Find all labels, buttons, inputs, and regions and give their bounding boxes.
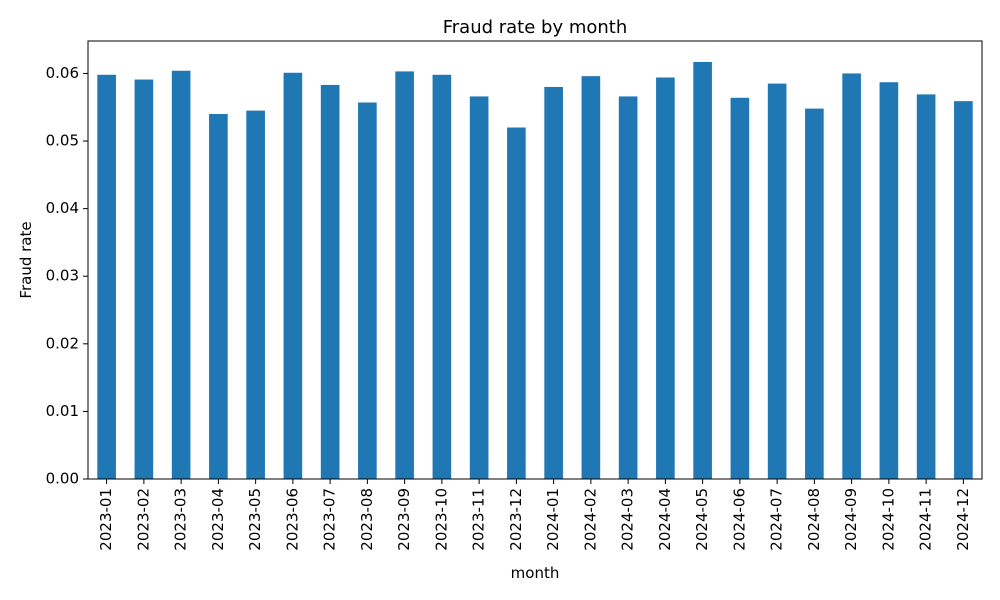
- bar-2024-04: [656, 77, 675, 479]
- x-tick-label: 2024-01: [544, 488, 562, 551]
- x-tick-label: 2024-08: [805, 488, 823, 551]
- bar-2023-11: [469, 96, 489, 479]
- x-tick-label: 2023-01: [97, 488, 115, 551]
- x-tick-label: 2024-11: [917, 488, 935, 551]
- bar-2023-04: [209, 114, 228, 479]
- y-tick-label: 0.04: [46, 199, 79, 217]
- bar-2023-03: [171, 70, 191, 480]
- x-tick-label: 2024-07: [768, 488, 786, 551]
- bar-2023-08: [358, 102, 377, 479]
- y-axis: 0.00 0.01 0.02 0.03 0.04 0.05 0.06: [46, 64, 88, 488]
- x-axis-title: month: [511, 564, 560, 582]
- bar-2023-01: [97, 74, 116, 479]
- x-tick-label: 2023-03: [172, 488, 190, 551]
- bar-2023-05: [246, 110, 265, 480]
- x-tick-label: 2024-02: [581, 488, 599, 551]
- x-tick-label: 2023-05: [246, 488, 264, 551]
- x-tick-label: 2023-02: [134, 488, 152, 551]
- y-tick-label: 0.06: [46, 64, 79, 82]
- bar-2023-10: [432, 74, 452, 479]
- bar-2023-06: [283, 72, 303, 479]
- bar-2023-09: [395, 71, 414, 480]
- bar-2024-05: [693, 61, 712, 479]
- bar-2023-07: [320, 84, 340, 480]
- y-axis-title: Fraud rate: [17, 221, 35, 298]
- chart-title: Fraud rate by month: [443, 17, 628, 38]
- x-axis: 2023-01 2023-02 2023-03 2023-04 2023-05 2023-…: [97, 479, 972, 551]
- x-tick-label: 2023-12: [507, 488, 525, 551]
- bar-2024-10: [879, 82, 899, 480]
- x-tick-label: 2023-07: [321, 488, 339, 551]
- y-tick-label: 0.01: [46, 402, 79, 420]
- bar-2024-02: [581, 76, 601, 480]
- bar-2023-02: [134, 79, 154, 480]
- x-tick-label: 2023-11: [470, 488, 488, 551]
- x-tick-label: 2024-04: [656, 488, 674, 551]
- x-tick-label: 2023-06: [283, 488, 301, 551]
- y-tick-label: 0.05: [46, 132, 79, 150]
- plot-frame: [87, 40, 983, 480]
- bar-2024-07: [767, 83, 787, 479]
- bar-2024-03: [618, 96, 638, 479]
- y-tick-label: 0.00: [46, 470, 79, 488]
- bar-2024-08: [805, 108, 824, 479]
- x-tick-label: 2024-12: [954, 488, 972, 551]
- bar-2024-12: [954, 101, 973, 479]
- bar-2023-12: [507, 127, 526, 479]
- x-tick-label: 2024-10: [879, 488, 897, 551]
- y-tick-label: 0.03: [46, 267, 79, 285]
- x-tick-label: 2023-04: [209, 488, 227, 551]
- x-tick-label: 2023-10: [432, 488, 450, 551]
- bars-group: [97, 61, 973, 480]
- x-tick-label: 2023-09: [395, 488, 413, 551]
- x-tick-label: 2024-03: [619, 488, 637, 551]
- bar-2024-06: [730, 97, 750, 480]
- x-tick-label: 2023-08: [358, 488, 376, 551]
- bar-2024-09: [842, 73, 861, 479]
- x-tick-label: 2024-09: [842, 488, 860, 551]
- x-tick-label: 2024-05: [693, 488, 711, 551]
- y-tick-label: 0.02: [46, 334, 79, 352]
- bar-2024-01: [544, 86, 563, 480]
- bar-2024-11: [916, 94, 936, 480]
- x-tick-label: 2024-06: [730, 488, 748, 551]
